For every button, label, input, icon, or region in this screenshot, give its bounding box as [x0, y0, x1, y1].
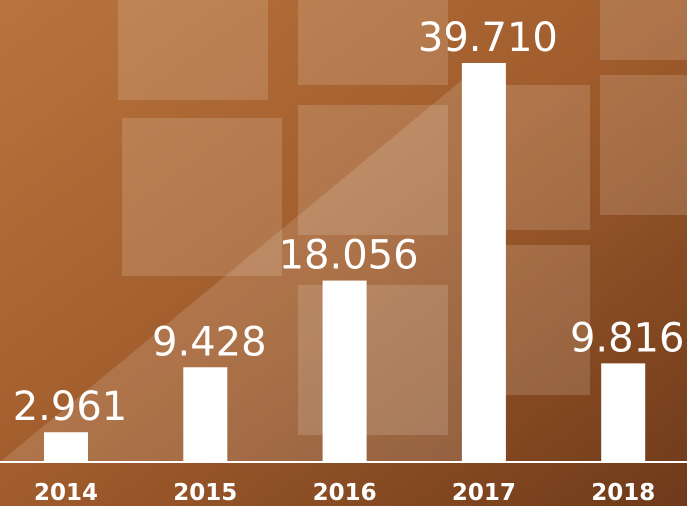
x-tick-label: 2014 [34, 480, 98, 506]
value-label: 18.056 [279, 233, 419, 279]
bar [461, 63, 506, 462]
bar [44, 432, 88, 462]
bar [601, 363, 646, 462]
bar [322, 280, 367, 462]
value-label: 9.816 [570, 315, 685, 361]
value-label: 39.710 [418, 15, 558, 61]
value-label: 2.961 [13, 384, 128, 430]
x-tick-label: 2015 [173, 480, 237, 506]
x-tick-label: 2016 [313, 480, 377, 506]
value-label: 9.428 [152, 319, 267, 365]
x-tick-label: 2018 [591, 480, 655, 506]
x-tick-label: 2017 [452, 480, 516, 506]
bar [183, 367, 228, 462]
photo-frames [118, 0, 687, 435]
